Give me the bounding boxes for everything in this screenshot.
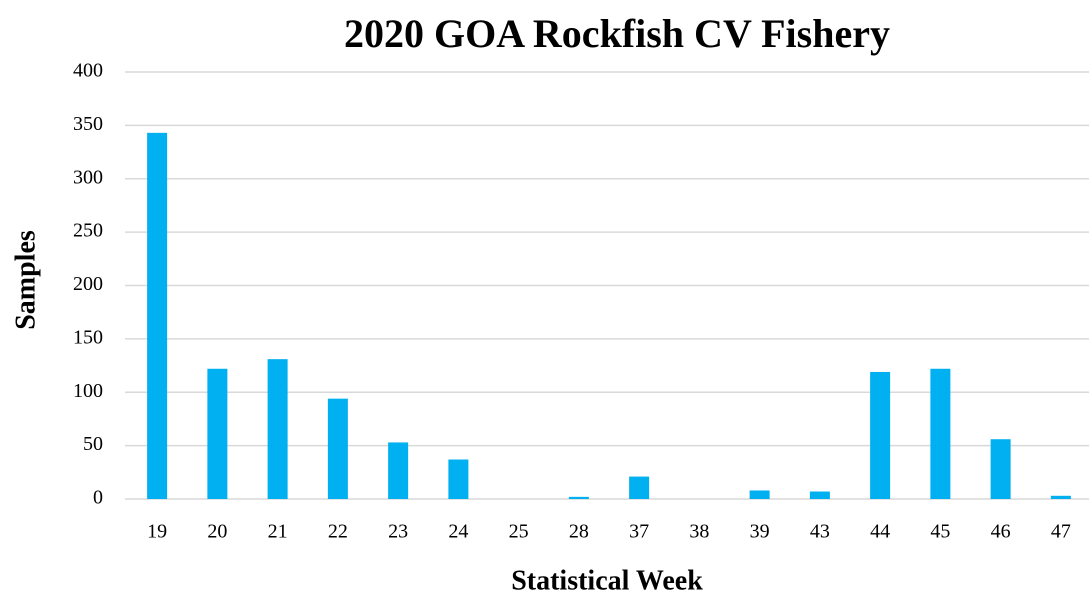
bar (749, 490, 770, 499)
x-tick-label: 46 (991, 521, 1011, 543)
x-tick-label: 24 (448, 521, 468, 543)
x-tick-label: 28 (569, 521, 589, 543)
bar (568, 496, 589, 499)
x-tick-label: 44 (870, 521, 890, 543)
x-tick-label: 45 (930, 521, 950, 543)
x-tick-label: 47 (1051, 521, 1071, 543)
x-tick-label: 20 (207, 521, 227, 543)
x-tick-label: 43 (810, 521, 830, 543)
y-tick-label: 300 (73, 166, 103, 188)
y-tick-label: 150 (73, 326, 103, 348)
bar (147, 132, 168, 499)
y-tick-label: 50 (83, 433, 103, 455)
x-tick-label: 23 (388, 521, 408, 543)
x-tick-label: 19 (147, 521, 167, 543)
x-tick-label: 22 (328, 521, 348, 543)
bar (448, 459, 469, 499)
bar (207, 368, 228, 499)
y-axis-title: Samples (10, 230, 41, 330)
x-tick-label: 38 (689, 521, 709, 543)
bar (388, 442, 409, 499)
y-tick-label: 250 (73, 220, 103, 242)
bar (870, 371, 891, 499)
y-tick-label: 400 (73, 60, 103, 82)
bar (990, 439, 1011, 499)
x-tick-label: 25 (509, 521, 529, 543)
bar (267, 359, 288, 499)
chart-title: 2020 GOA Rockfish CV Fishery (344, 11, 890, 56)
y-tick-label: 350 (73, 113, 103, 135)
bar (809, 491, 830, 499)
x-axis-title: Statistical Week (511, 565, 703, 596)
y-tick-label: 200 (73, 273, 103, 295)
x-tick-label: 37 (629, 521, 649, 543)
bar (1050, 495, 1071, 499)
y-tick-label: 100 (73, 380, 103, 402)
bar (629, 476, 650, 499)
x-tick-label: 21 (268, 521, 288, 543)
bar (327, 398, 348, 499)
bar (930, 368, 951, 499)
x-tick-label: 39 (750, 521, 770, 543)
y-tick-label: 0 (93, 487, 103, 509)
